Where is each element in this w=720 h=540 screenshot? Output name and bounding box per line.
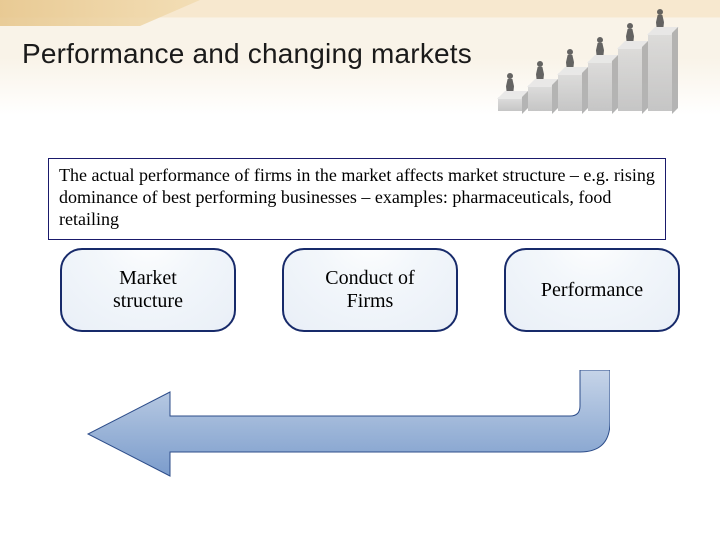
- card-label-line: Conduct of: [325, 267, 414, 289]
- card-label-line: Performance: [541, 279, 643, 301]
- slide-title: Performance and changing markets: [22, 38, 472, 70]
- bar: [558, 73, 582, 111]
- card-label-line: Market: [119, 267, 177, 289]
- bar: [498, 97, 522, 111]
- bar-item: [528, 61, 552, 111]
- card-label-line: structure: [113, 290, 183, 312]
- bar-item: [558, 49, 582, 111]
- card-label-line: Firms: [347, 290, 394, 312]
- cards-row: Market structure Conduct of Firms Perfor…: [60, 248, 680, 332]
- bar-item: [498, 73, 522, 111]
- arrow-icon: [80, 370, 610, 490]
- card-performance: Performance: [504, 248, 680, 332]
- card-conduct-of-firms: Conduct of Firms: [282, 248, 458, 332]
- description-box: The actual performance of firms in the m…: [48, 158, 666, 240]
- bar-item: [588, 37, 612, 111]
- bar-item: [648, 9, 672, 111]
- bar-item: [618, 23, 642, 111]
- ascending-bar-chart: [498, 6, 698, 111]
- bar: [588, 61, 612, 111]
- feedback-arrow: [80, 370, 610, 490]
- bar: [648, 33, 672, 111]
- bar: [528, 85, 552, 111]
- slide: Performance and changing markets The act…: [0, 0, 720, 540]
- card-market-structure: Market structure: [60, 248, 236, 332]
- bar: [618, 47, 642, 111]
- header-accent: [0, 0, 200, 26]
